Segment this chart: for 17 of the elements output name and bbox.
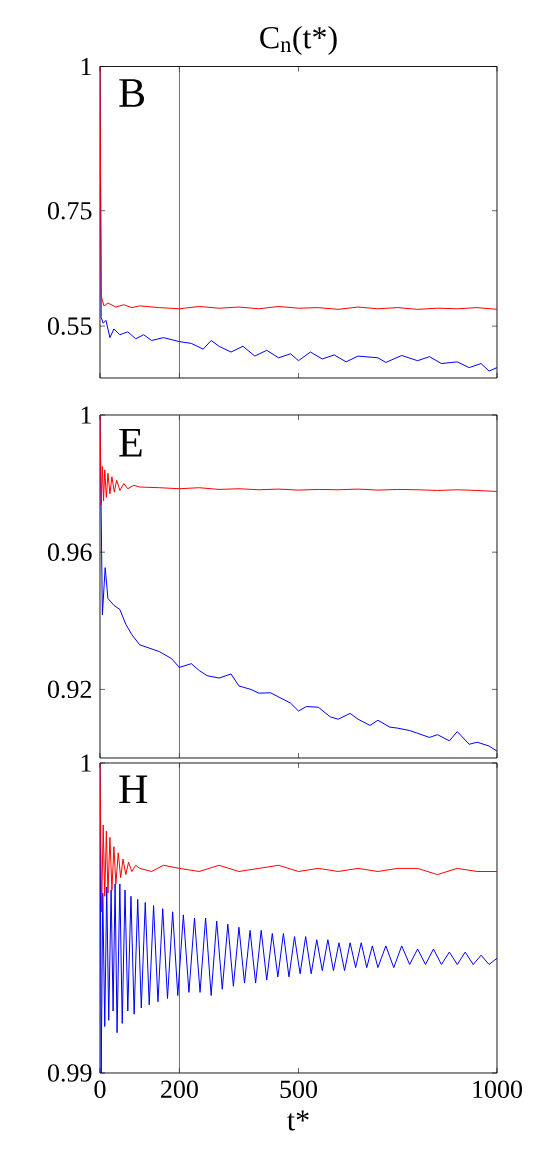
y-tick-label: 0.92 bbox=[47, 680, 92, 699]
chart-title: C$_{n}$(t*) bbox=[260, 25, 337, 55]
y-tick-label: 1 bbox=[81, 57, 91, 76]
x-tick-label: 500 bbox=[280, 1080, 318, 1099]
y-tick-label: 0.55 bbox=[47, 317, 92, 335]
x-tick-label: 0 bbox=[94, 1080, 106, 1099]
annotation: B bbox=[119, 79, 145, 107]
annotation: E bbox=[119, 428, 142, 457]
annotation: H bbox=[119, 775, 148, 804]
x-tick-label: 1000 bbox=[473, 1080, 522, 1099]
x-tick-label: 200 bbox=[161, 1080, 198, 1099]
y-tick-label: 0.75 bbox=[47, 201, 92, 220]
x-axis-title: t* bbox=[287, 1110, 309, 1131]
y-tick-label: 1 bbox=[81, 754, 91, 772]
y-tick-label: 1 bbox=[81, 406, 91, 424]
y-tick-label: 0.99 bbox=[47, 1064, 92, 1082]
y-tick-label: 0.96 bbox=[47, 543, 92, 562]
